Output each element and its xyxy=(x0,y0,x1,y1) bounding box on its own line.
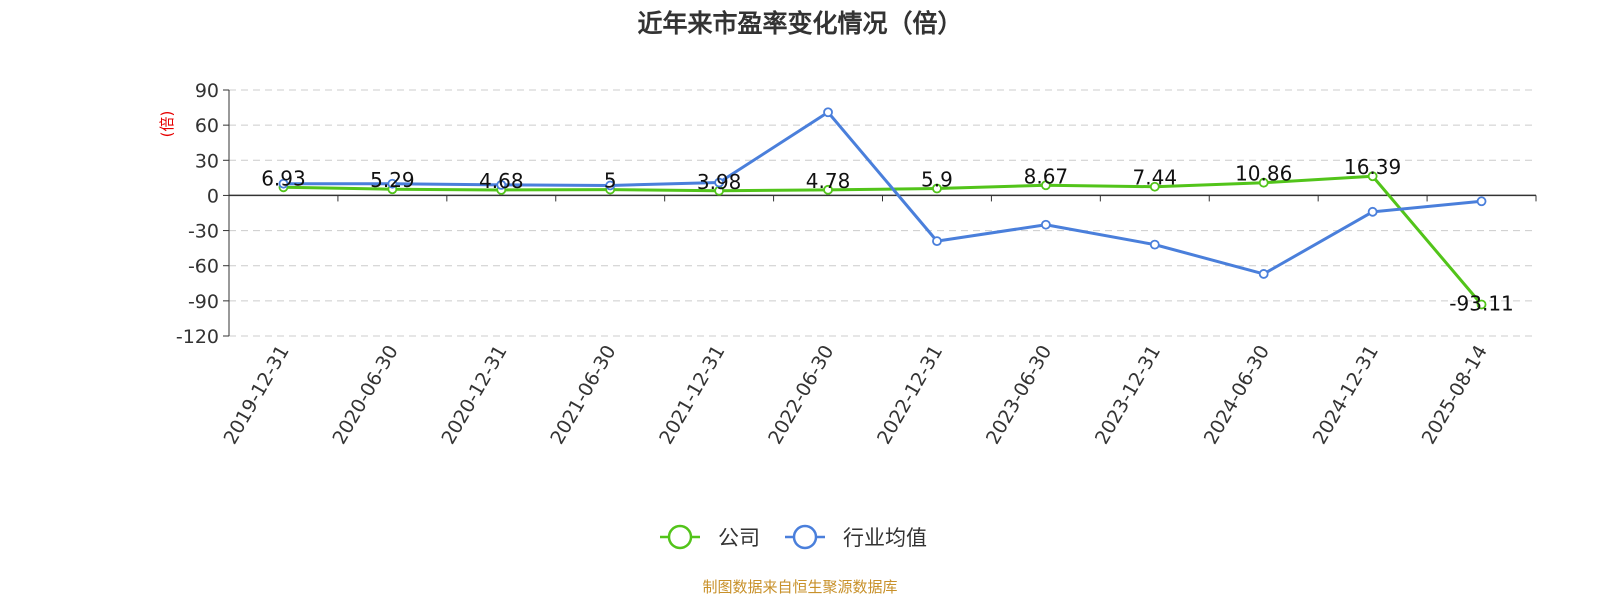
y-tick-label: -60 xyxy=(188,256,219,278)
x-tick-label: 2021-12-31 xyxy=(655,342,729,449)
data-point-industry xyxy=(1149,239,1160,250)
legend-item-company[interactable]: 公司 xyxy=(660,524,760,550)
x-tick-label: 2020-12-31 xyxy=(437,341,511,448)
data-source-note: 制图数据来自恒生聚源数据库 xyxy=(702,578,897,596)
data-label-company: 4.78 xyxy=(806,169,851,193)
y-tick-label: -30 xyxy=(188,221,219,243)
data-point-industry xyxy=(932,236,942,247)
series-line-company xyxy=(283,174,1483,306)
grid-lines xyxy=(229,89,1536,337)
data-point-industry xyxy=(387,178,398,189)
x-tick-label: 2022-06-30 xyxy=(764,342,838,449)
y-tick-label: -90 xyxy=(188,291,219,313)
data-label-company: 6.93 xyxy=(261,166,306,190)
x-tick-label: 2023-06-30 xyxy=(982,342,1056,449)
y-tick-label: 60 xyxy=(195,115,219,137)
legend-label-industry: 行业均值 xyxy=(843,526,927,550)
data-labels: 6.93 5.29 4.68 5 3.98 4.78 5.9 8.67 7.44 10.86 16.… xyxy=(261,155,1514,315)
data-point-industry xyxy=(714,177,725,188)
data-point-industry xyxy=(1476,196,1487,207)
y-tick-label: -120 xyxy=(176,326,219,348)
data-point-industry xyxy=(1367,206,1378,217)
x-tick-label: 2024-06-30 xyxy=(1200,342,1274,449)
data-point-industry xyxy=(605,180,616,191)
data-point-company xyxy=(1040,180,1051,191)
data-point-company xyxy=(1149,181,1160,192)
x-tick-label: 2020-06-30 xyxy=(328,342,402,449)
data-point-company xyxy=(932,183,942,194)
x-tick-label: 2019-12-31 xyxy=(220,342,294,449)
y-tick-label: 90 xyxy=(195,80,219,102)
data-label-company: 16.39 xyxy=(1344,155,1401,179)
data-label-company: 3.98 xyxy=(697,170,742,194)
data-point-industry xyxy=(823,107,833,118)
x-tick-label: 2021-06-30 xyxy=(546,342,620,449)
legend: 公司 行业均值 xyxy=(660,524,927,550)
y-tick-label: 30 xyxy=(195,150,219,172)
chart-title: 近年来市盈率变化情况（倍） xyxy=(637,9,962,38)
x-tick-label: 2025-08-14 xyxy=(1418,342,1492,449)
series-lines xyxy=(278,107,1487,310)
data-label-company: 5.9 xyxy=(921,168,953,192)
data-point-industry xyxy=(278,178,289,189)
x-tick-label: 2024-12-31 xyxy=(1309,342,1383,449)
y-tick-label: 0 xyxy=(207,185,219,207)
series-line-industry xyxy=(283,110,1482,276)
data-point-company xyxy=(823,184,833,195)
data-point-industry xyxy=(496,179,507,190)
legend-label-company: 公司 xyxy=(718,526,760,550)
data-point-company xyxy=(1476,299,1487,310)
y-axis-unit: (倍) xyxy=(158,111,176,138)
data-label-company: 5 xyxy=(604,169,617,193)
data-point-company xyxy=(1367,171,1378,182)
data-label-company: -93.11 xyxy=(1449,292,1513,316)
data-label-company: 7.44 xyxy=(1133,166,1178,190)
x-tick-label: 2022-12-31 xyxy=(873,341,947,448)
data-point-industry xyxy=(1258,269,1269,279)
data-label-company: 5.29 xyxy=(370,168,415,192)
legend-item-industry[interactable]: 行业均值 xyxy=(785,524,927,550)
data-label-company: 4.68 xyxy=(479,169,524,193)
data-point-company xyxy=(1258,177,1269,188)
data-label-company: 10.86 xyxy=(1235,162,1292,186)
data-point-industry xyxy=(1040,219,1051,230)
data-label-company: 8.67 xyxy=(1024,164,1069,188)
x-tick-label: 2023-12-31 xyxy=(1091,342,1165,449)
